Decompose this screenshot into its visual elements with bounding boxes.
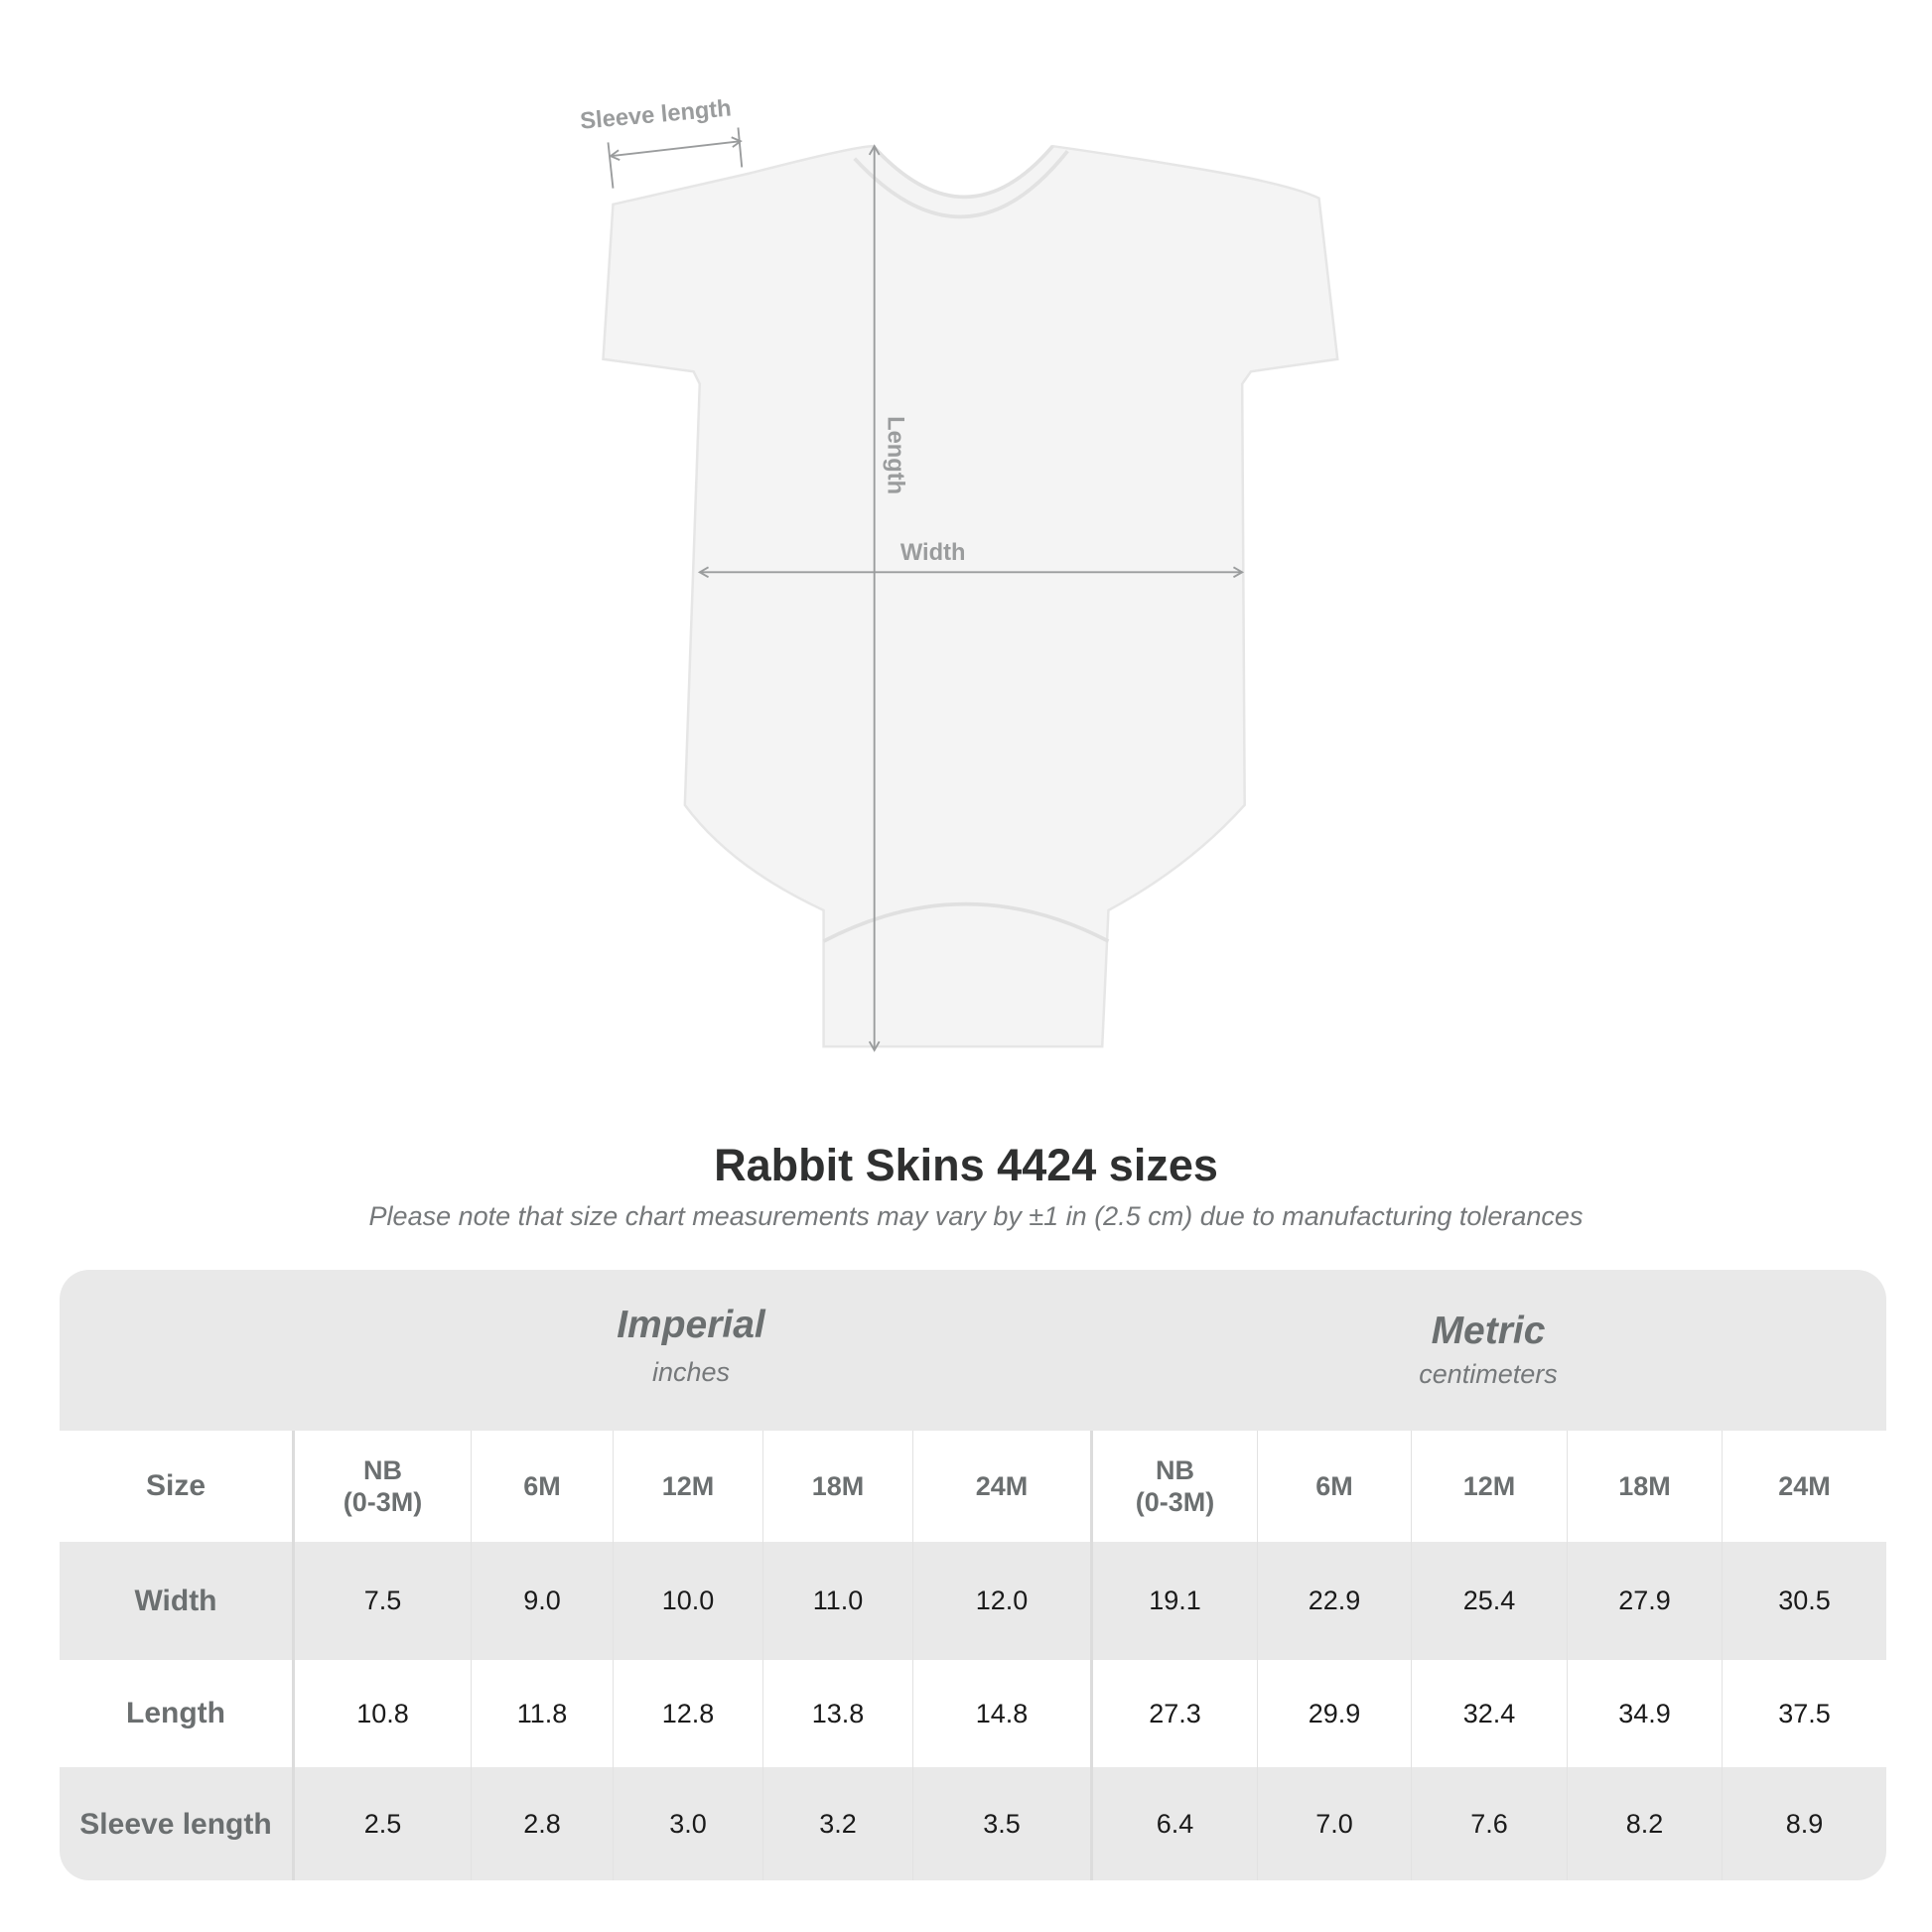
table-cell: 19.1 [1090,1542,1257,1660]
page-subtitle: Please note that size chart measurements… [368,1201,1584,1231]
imperial-header: Imperial inches [292,1270,1090,1431]
table-cell: 7.5 [292,1542,471,1660]
table-cell: 7.6 [1411,1767,1567,1880]
table-cell: 12.0 [912,1542,1090,1660]
table-cell: 13.8 [762,1660,912,1767]
table-cell: 3.2 [762,1767,912,1880]
table-cell: 11.0 [762,1542,912,1660]
width-label: Width [900,540,966,566]
size-column-header: 12M [613,1431,762,1542]
table-cell: 6.4 [1090,1767,1257,1880]
table-cell: 3.0 [613,1767,762,1880]
size-column-header: 24M [912,1431,1090,1542]
sleeve-tick-left [607,142,615,189]
table-cell: 25.4 [1411,1542,1567,1660]
table-cell: 34.9 [1567,1660,1722,1767]
table-cell: 14.8 [912,1660,1090,1767]
table-cell: 2.5 [292,1767,471,1880]
table-cell: 8.2 [1567,1767,1722,1880]
table-row: Width 7.5 9.0 10.0 11.0 12.0 19.1 22.9 25.4 27.9 3… [60,1542,1886,1660]
table-cell: 9.0 [471,1542,613,1660]
sleeve-tick-right [737,127,744,168]
sleeve-length-label: Sleeve length [579,95,732,134]
size-column-header: 18M [762,1431,912,1542]
metric-header: Metric centimeters [1090,1270,1886,1431]
table-row: Length 10.8 11.8 12.8 13.8 14.8 27.3 29.9 32.4 34… [60,1660,1886,1767]
collar [853,144,1069,219]
metric-unit: centimeters [1419,1359,1558,1389]
size-column-header: NB (0-3M) [292,1431,471,1542]
table-cell: 27.9 [1567,1542,1722,1660]
table-cell: 12.8 [613,1660,762,1767]
row-header: Width [134,1584,217,1617]
sleeve-arrow [609,136,743,162]
size-column-header: 12M [1411,1431,1567,1542]
table-cell: 27.3 [1090,1660,1257,1767]
table-cell: 37.5 [1722,1660,1886,1767]
table-cell: 3.5 [912,1767,1090,1880]
table-row: Sleeve length 2.5 2.8 3.0 3.2 3.5 6.4 7.0 7.6 8.2… [60,1767,1886,1880]
table-cell: 8.9 [1722,1767,1886,1880]
size-header-row: Size NB (0-3M) 6M 12M 18M 24M NB (0-3M) 6M 12M 18… [60,1431,1886,1542]
table-cell: 2.8 [471,1767,613,1880]
row-header: Length [126,1697,225,1729]
size-column-header: 6M [471,1431,613,1542]
size-column-header: 24M [1722,1431,1886,1542]
metric-title: Metric [1431,1310,1546,1352]
onesie-body [602,144,1339,1048]
table-cell: 7.0 [1257,1767,1411,1880]
length-label: Length [882,416,907,494]
table-cell: 30.5 [1722,1542,1886,1660]
size-column-header: NB (0-3M) [1090,1431,1257,1542]
table-cell: 32.4 [1411,1660,1567,1767]
imperial-title: Imperial [617,1304,765,1346]
table-cell: 10.8 [292,1660,471,1767]
table-cell: 10.0 [613,1542,762,1660]
size-column-header: 6M [1257,1431,1411,1542]
imperial-unit: inches [651,1357,731,1387]
table-cell: 29.9 [1257,1660,1411,1767]
row-header: Size [145,1469,207,1502]
size-table: Imperial inches Metric centimeters Size N… [60,1270,1886,1880]
table-cell: 11.8 [471,1660,613,1767]
crotch-flap [822,901,1110,943]
size-column-header: 18M [1567,1431,1722,1542]
table-cell: 22.9 [1257,1542,1411,1660]
row-header: Sleeve length [79,1807,272,1841]
page-title: Rabbit Skins 4424 sizes [714,1140,1218,1190]
